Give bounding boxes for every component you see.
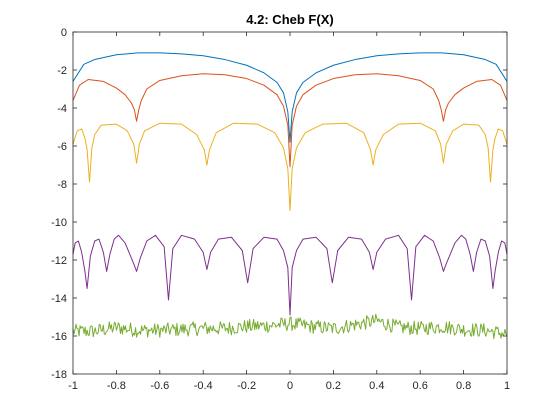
y-tick-label: -8 xyxy=(57,179,67,191)
chart-title: 4.2: Cheb F(X) xyxy=(246,12,333,27)
x-tick-label: -1 xyxy=(68,380,78,392)
series-line-4 xyxy=(72,234,508,316)
series-line-3 xyxy=(72,122,508,212)
series-line-1 xyxy=(72,52,508,143)
x-tick-label: -0.8 xyxy=(107,380,126,392)
x-tick-label: 1 xyxy=(504,380,510,392)
x-tick-label: 0 xyxy=(287,380,293,392)
x-tick-label: -0.2 xyxy=(237,380,256,392)
y-tick-label: -2 xyxy=(57,65,67,77)
series-line-2 xyxy=(72,73,508,168)
x-tick-label: 0.2 xyxy=(326,380,341,392)
series-line-5 xyxy=(72,313,508,339)
y-axis: 0 -2 -4 -6 -8 -10 -12 -14 -16 -18 xyxy=(51,27,507,381)
x-axis: -1 -0.8 -0.6 -0.4 -0.2 0 0.2 0.4 0.6 0.8 1 xyxy=(68,32,510,392)
y-tick-label: -12 xyxy=(51,255,67,267)
y-tick-label: -16 xyxy=(51,331,67,343)
y-tick-label: -6 xyxy=(57,141,67,153)
y-tick-label: 0 xyxy=(61,27,67,39)
x-tick-label: -0.4 xyxy=(194,380,213,392)
x-tick-label: 0.6 xyxy=(413,380,428,392)
series-layer xyxy=(72,52,508,339)
y-tick-label: -10 xyxy=(51,217,67,229)
y-tick-label: -4 xyxy=(57,103,67,115)
x-tick-label: -0.6 xyxy=(150,380,169,392)
y-tick-label: -14 xyxy=(51,293,67,305)
x-tick-label: 0.8 xyxy=(456,380,471,392)
plot-area xyxy=(72,31,508,375)
y-tick-label: -18 xyxy=(51,369,67,381)
x-tick-label: 0.4 xyxy=(369,380,384,392)
